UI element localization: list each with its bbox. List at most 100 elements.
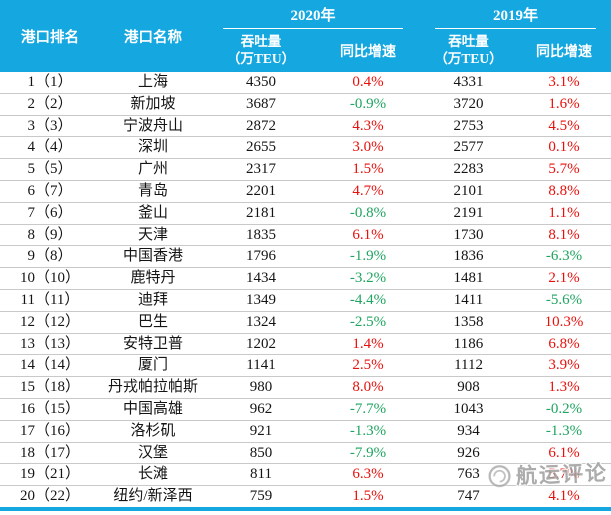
throughput-2020-cell: 2655 [206, 136, 316, 160]
growth-2019-cell: 4.1% [548, 488, 580, 505]
port-name-cell: 釜山 [100, 202, 206, 225]
rank-cell: 7（6） [0, 202, 100, 225]
growth-2019-cell: -5.6% [517, 289, 611, 312]
throughput-2019-cell: 3720 [420, 93, 518, 116]
throughput-2019-cell: 2191 [420, 202, 518, 225]
port-name-cell: 青岛 [100, 180, 206, 203]
group-2019-label: 2019年 [435, 0, 596, 29]
growth-2020-cell: -2.5% [316, 311, 421, 334]
growth-2020-cell: -0.8% [316, 202, 421, 225]
throughput-2019-cell: 1836 [420, 245, 518, 269]
growth-2020-cell: -7.7% [316, 398, 421, 421]
throughput-2019-cell: 926 [420, 442, 518, 465]
growth-2019-cell: -1.3% [517, 420, 611, 443]
rank-cell: 6（7） [0, 180, 100, 203]
rank-cell: 1（1） [0, 72, 100, 94]
throughput-2020-cell: 2181 [206, 202, 316, 225]
rank-cell: 17（16） [0, 420, 100, 443]
table-row: 20（22） 纽约/新泽西 759 1.5% 747 4.1% [0, 486, 611, 509]
growth-2020-cell: 1.5% [316, 158, 421, 181]
port-name-cell: 长滩 [100, 463, 206, 487]
rank-cell: 9（8） [0, 245, 100, 269]
port-name-cell: 巴生 [100, 311, 206, 334]
throughput-2020-cell: 1796 [206, 245, 316, 269]
port-name-cell: 洛杉矶 [100, 420, 206, 443]
throughput-2020-cell: 1202 [206, 333, 316, 356]
header-growth-2019: 同比增速 [517, 29, 611, 72]
throughput-2020-cell: 2317 [206, 158, 316, 181]
table-row: 18（17） 汉堡 850 -7.9% 926 6.1% [0, 442, 611, 465]
throughput-2020-cell: 2201 [206, 180, 316, 203]
growth-2020-cell: 4.3% [316, 115, 421, 138]
growth-2019-cell: 4.5% [517, 115, 611, 138]
throughput-2019-cell: 1186 [420, 333, 518, 356]
growth-2019-cell: 3.1% [517, 72, 611, 94]
growth-2019-cell: 8.1% [517, 224, 611, 247]
growth-2019-cell: 2.1% [517, 267, 611, 290]
table-row: 11（11） 迪拜 1349 -4.4% 1411 -5.6% [0, 289, 611, 312]
throughput-2019-cell: 1112 [420, 354, 518, 378]
group-2020-label: 2020年 [223, 0, 403, 29]
throughput-2020-cell: 962 [206, 398, 316, 421]
header-port-rank: 港口排名 [0, 0, 100, 72]
port-name-cell: 深圳 [100, 136, 206, 160]
port-name-cell: 迪拜 [100, 289, 206, 312]
throughput-2020-cell: 921 [206, 420, 316, 443]
growth-2019-cell: 1.1% [517, 202, 611, 225]
table-row: 3（3） 宁波舟山 2872 4.3% 2753 4.5% [0, 115, 611, 138]
rank-cell: 15（18） [0, 376, 100, 399]
growth-2019-cell: 6.8% [517, 333, 611, 356]
growth-2020-cell: -3.2% [316, 267, 421, 290]
growth-2020-cell: 1.4% [316, 333, 421, 356]
rank-cell: 2（2） [0, 93, 100, 116]
port-name-cell: 中国高雄 [100, 398, 206, 421]
growth-2019-cell: 0.1% [517, 136, 611, 160]
rank-cell: 18（17） [0, 442, 100, 465]
throughput-2020-cell: 980 [206, 376, 316, 399]
header-group-2020: 2020年 [206, 0, 421, 29]
growth-2019-label: 同比增速 [536, 44, 593, 60]
growth-2020-cell: 6.1% [316, 224, 421, 247]
table-row: 16（15） 中国高雄 962 -7.7% 1043 -0.2% [0, 398, 611, 421]
rank-cell: 19（21） [0, 463, 100, 487]
throughput-2019-cell: 908 [420, 376, 518, 399]
header-growth-2020: 同比增速 [316, 29, 421, 72]
throughput-2020-cell: 1141 [206, 354, 316, 378]
throughput-2019-cell: 2577 [420, 136, 518, 160]
throughput-2019-cell: 747 [457, 488, 480, 505]
header-throughput-2020: 吞吐量 （万TEU） [206, 29, 316, 72]
growth-2019-cell: 5.7% [517, 158, 611, 181]
growth-2020-cell: 6.3% [316, 463, 421, 487]
growth-2020-cell: 1.5% [352, 488, 384, 505]
port-name-cell: 宁波舟山 [100, 115, 206, 138]
table-row: 1（1） 上海 4350 0.4% 4331 3.1% [0, 72, 611, 94]
throughput-2020-cell: 759 [249, 488, 273, 505]
throughput-label-line1: 吞吐量 [240, 33, 282, 49]
port-name-cell: 新加坡 [100, 93, 206, 116]
table-row: 6（7） 青岛 2201 4.7% 2101 8.8% [0, 180, 611, 203]
growth-2020-cell: -7.9% [316, 442, 421, 465]
rank-cell: 4（4） [0, 136, 100, 160]
growth-2019-cell: -6.3% [517, 245, 611, 269]
header-port-name: 港口名称 [100, 0, 206, 72]
throughput-2020-cell: 2872 [206, 115, 316, 138]
table-row: 15（18） 丹戎帕拉帕斯 980 8.0% 908 1.3% [0, 376, 611, 399]
table-row: 7（6） 釜山 2181 -0.8% 2191 1.1% [0, 202, 611, 225]
port-name-cell: 中国香港 [100, 245, 206, 269]
throughput-label-line2: （万TEU） [434, 50, 503, 66]
throughput-2019-cell: 763 [420, 463, 518, 487]
growth-2020-label: 同比增速 [340, 44, 396, 60]
throughput-2019-cell: 1730 [420, 224, 518, 247]
growth-2020-cell: -4.4% [316, 289, 421, 312]
growth-2019-cell: -0.2% [517, 398, 611, 421]
port-name-cell: 汉堡 [100, 442, 206, 465]
throughput-2020-cell: 850 [206, 442, 316, 465]
growth-2020-cell: -1.9% [316, 245, 421, 269]
port-name-cell: 纽约/新泽西 [113, 488, 193, 505]
throughput-2020-cell: 1835 [206, 224, 316, 247]
table-row: 9（8） 中国香港 1796 -1.9% 1836 -6.3% [0, 245, 611, 269]
growth-2019-cell: 1.3% [517, 376, 611, 399]
throughput-2020-cell: 3687 [206, 93, 316, 116]
